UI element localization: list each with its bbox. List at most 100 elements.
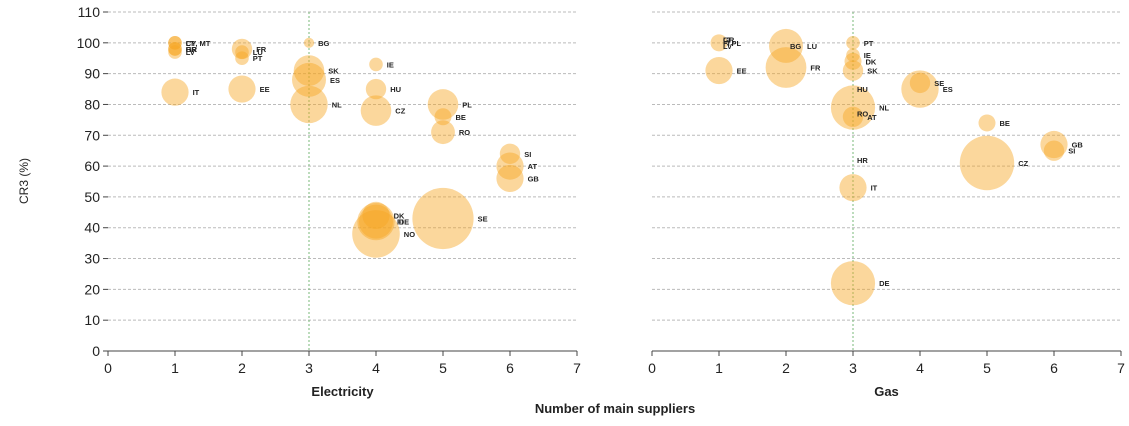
bubble-nl: [290, 85, 328, 124]
point-label: LU: [253, 48, 263, 57]
bubble-dk: [844, 52, 862, 70]
point-label: CZ: [395, 107, 405, 116]
point-label: RO: [459, 128, 470, 137]
x-tick-label: 7: [1117, 360, 1125, 376]
point-label: IT: [871, 184, 878, 193]
bubble-gb: [496, 164, 524, 193]
bubble-lv: [168, 45, 182, 59]
bubble-ro: [431, 120, 455, 145]
bubble-it: [161, 78, 189, 106]
bubble-bg: [303, 37, 315, 48]
y-tick-label: 60: [84, 158, 100, 174]
y-tick-label: 20: [84, 281, 100, 297]
point-label: PT: [864, 39, 874, 48]
point-label: DK: [866, 57, 877, 66]
point-label: HU: [857, 85, 868, 94]
y-tick-label: 90: [84, 66, 100, 82]
bubble-no: [352, 210, 400, 258]
bubble-de: [830, 261, 876, 306]
shared-x-axis-label: Number of main suppliers: [535, 401, 695, 416]
bubble-fr: [231, 38, 253, 60]
point-label: PL: [732, 39, 742, 48]
bubble-pl: [427, 89, 459, 120]
bubble-lt: [168, 36, 182, 50]
x-tick-label: 2: [238, 360, 246, 376]
x-tick-label: 0: [648, 360, 656, 376]
point-label: LT: [186, 39, 195, 48]
point-label: BE: [1000, 119, 1010, 128]
point-label: HR: [857, 156, 868, 165]
bubble-cy-mt: [168, 36, 182, 50]
y-tick-label: 40: [84, 220, 100, 236]
bubble-ie: [846, 48, 860, 62]
point-label: ES: [943, 85, 953, 94]
bubble-be: [434, 108, 452, 126]
y-tick-label: 100: [77, 35, 101, 51]
point-label: EE: [737, 67, 747, 76]
bubble-fr: [765, 47, 807, 88]
y-tick-label: 50: [84, 189, 100, 205]
bubble-es: [901, 70, 939, 108]
x-tick-label: 3: [305, 360, 313, 376]
bubble-fi: [359, 204, 393, 239]
x-tick-label: 0: [104, 360, 112, 376]
point-label: LV: [186, 48, 195, 57]
bubble-pl: [710, 34, 728, 52]
point-label: BG: [318, 39, 329, 48]
y-tick-label: 30: [84, 251, 100, 267]
point-label: AT: [528, 162, 538, 171]
x-tick-label: 4: [372, 360, 380, 376]
point-label: FI: [397, 218, 404, 227]
bubble-lu: [235, 45, 249, 59]
point-label: GB: [1072, 141, 1084, 150]
point-label: LT: [723, 36, 732, 45]
bubble-hr: [168, 42, 182, 56]
x-tick-label: 1: [715, 360, 723, 376]
bubble-ie: [369, 57, 383, 72]
bubble-hu: [365, 78, 387, 100]
bubble-ee: [705, 56, 733, 85]
point-label: PT: [253, 54, 263, 63]
point-label: HR: [186, 45, 197, 54]
point-label: GR: [186, 45, 198, 54]
bubble-at: [496, 152, 524, 180]
point-label: BE: [456, 113, 466, 122]
bubble-si: [1043, 140, 1065, 161]
y-tick-label: 70: [84, 127, 100, 143]
point-label: CY, MT: [186, 39, 211, 48]
bubble-it: [839, 174, 867, 202]
bubble-sk: [842, 60, 864, 81]
point-label: FR: [256, 45, 267, 54]
x-tick-label: 6: [1050, 360, 1058, 376]
point-label: SK: [328, 67, 339, 76]
point-label: IE: [864, 51, 871, 60]
bubble-si: [499, 143, 521, 164]
point-label: SI: [1068, 147, 1075, 156]
x-axis-title: Gas: [874, 384, 899, 399]
bubble-se: [412, 187, 474, 250]
bubble-cz: [360, 95, 392, 126]
point-label: RO: [857, 110, 868, 119]
bubble-dk: [362, 201, 390, 229]
bubble-be: [978, 114, 996, 132]
point-label: NL: [332, 100, 342, 109]
point-label: GR: [723, 36, 735, 45]
bubble-se: [909, 72, 931, 94]
x-tick-label: 7: [573, 360, 581, 376]
y-axis-label: CR3 (%): [17, 158, 31, 204]
point-label: HU: [390, 85, 401, 94]
bubble-es: [292, 62, 326, 97]
point-label: SI: [524, 150, 531, 159]
x-tick-label: 5: [439, 360, 447, 376]
x-tick-label: 2: [782, 360, 790, 376]
point-label: GB: [528, 174, 540, 183]
point-label: CZ: [1018, 159, 1028, 168]
bubble-ee: [228, 75, 256, 103]
point-label: FI: [723, 39, 730, 48]
point-label: SE: [478, 214, 488, 223]
x-tick-label: 6: [506, 360, 514, 376]
point-label: AT: [867, 113, 877, 122]
point-label: NL: [879, 104, 889, 113]
bubble-lu: [769, 28, 803, 63]
